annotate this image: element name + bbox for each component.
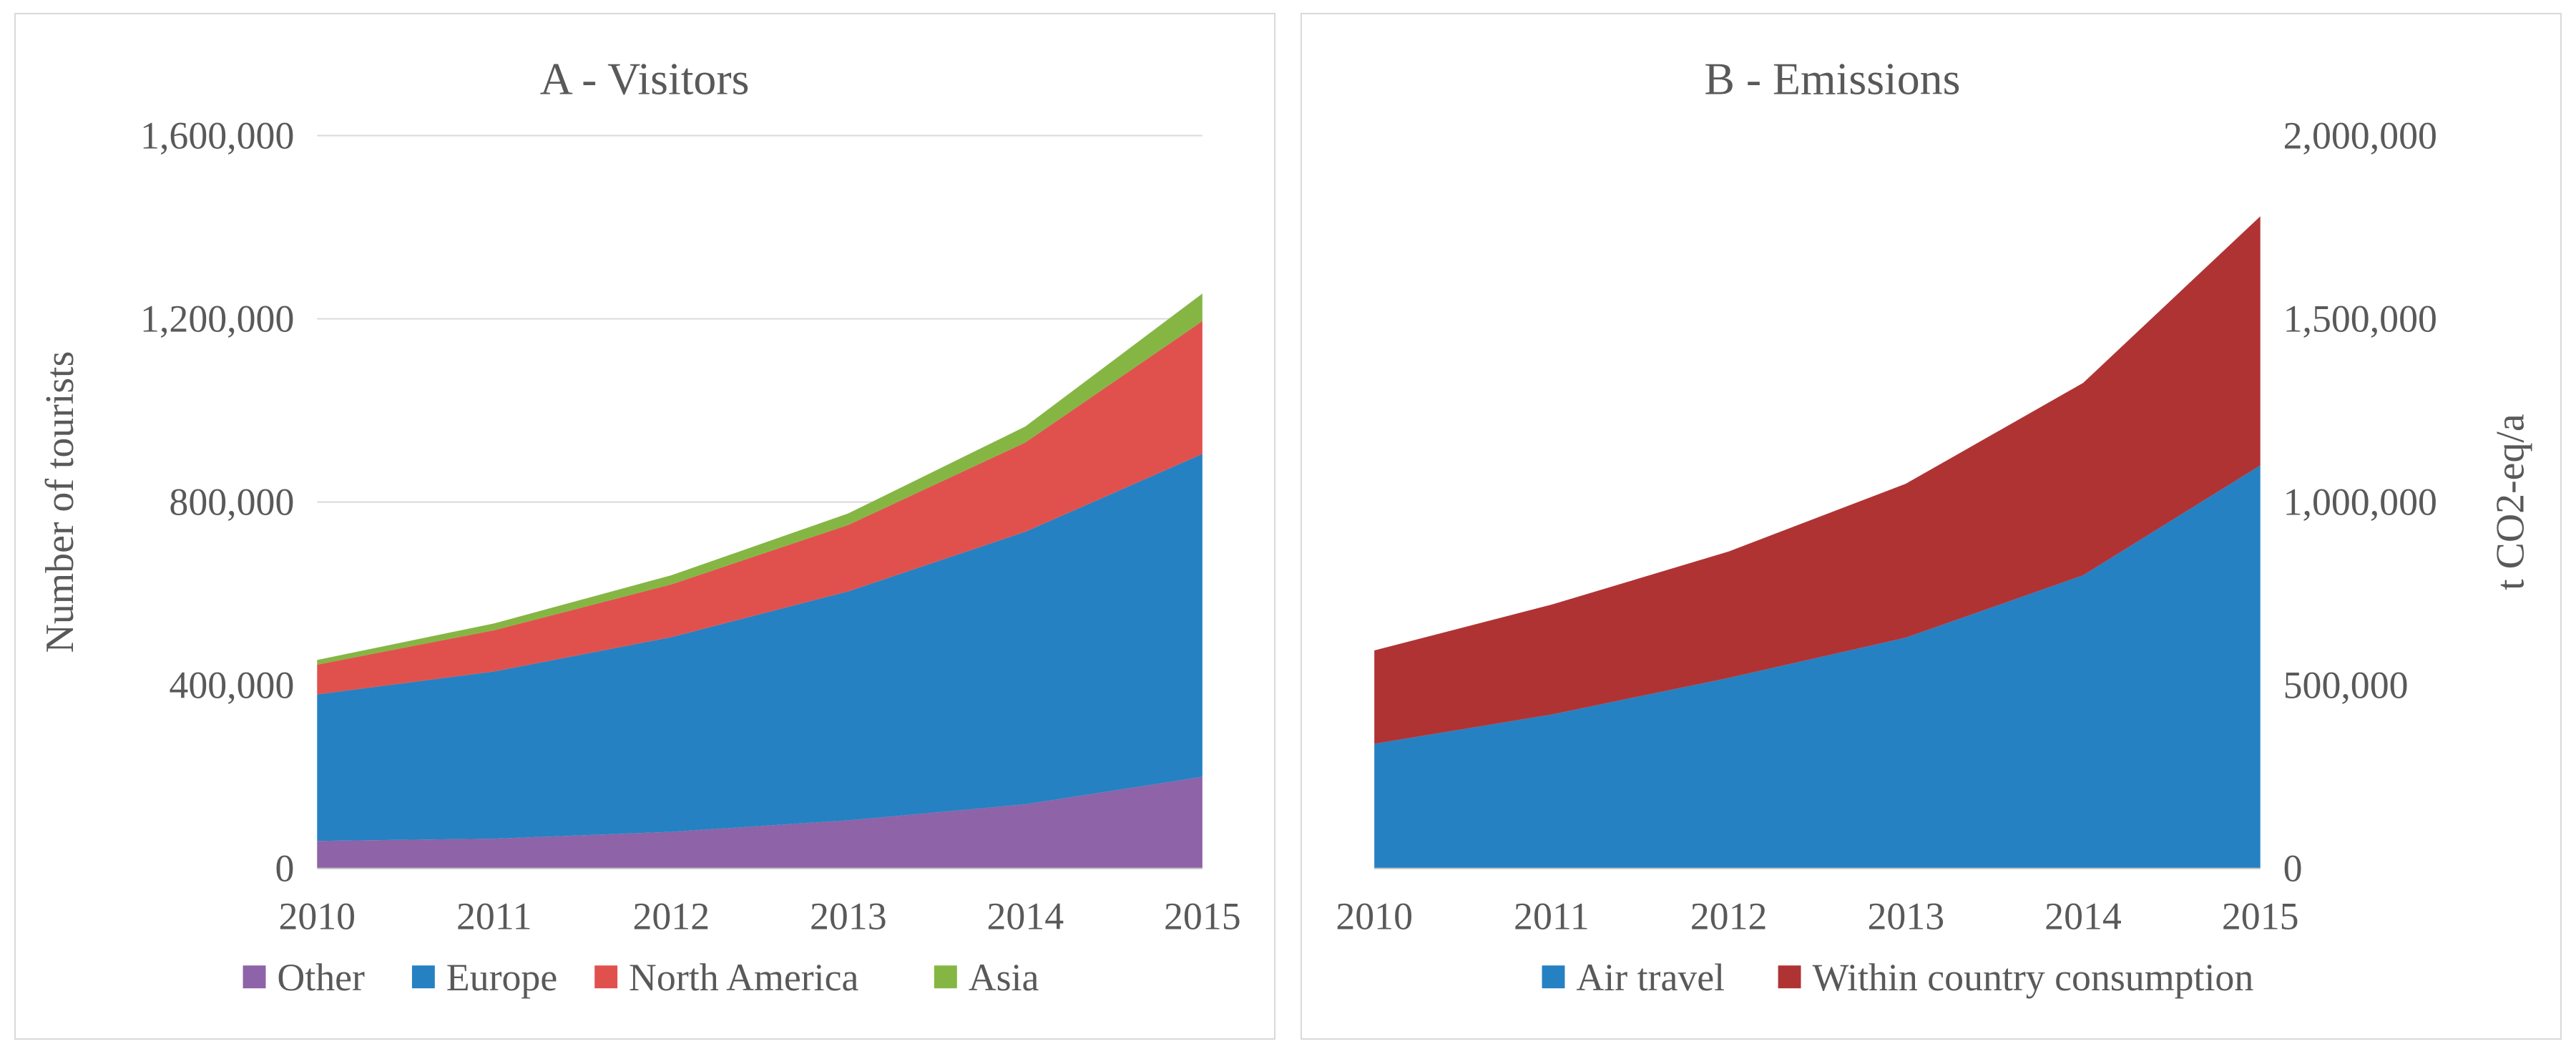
visitors-x-tick-label: 2015 <box>1164 894 1241 937</box>
visitors-legend-label: Other <box>277 956 365 999</box>
visitors-area-north-america <box>317 321 1203 695</box>
visitors-legend-swatch <box>594 965 618 989</box>
visitors-legend-label: North America <box>629 956 858 999</box>
emissions-y-tick-label: 500,000 <box>2283 664 2409 707</box>
visitors-area-europe <box>317 454 1203 841</box>
emissions-y-tick-label: 2,000,000 <box>2283 114 2437 157</box>
emissions-y-tick-label: 1,500,000 <box>2283 298 2437 341</box>
visitors-legend-swatch <box>243 965 266 989</box>
visitors-y-axis-title: Number of tourists <box>38 351 82 653</box>
emissions-legend-swatch <box>1542 965 1565 989</box>
emissions-chart-panel: B - Emissions 2010 2011 2012 2013 2014 2015 0 50… <box>1301 13 2562 1040</box>
visitors-legend-label: Europe <box>446 956 557 999</box>
emissions-x-tick-label: 2011 <box>1514 894 1590 937</box>
emissions-legend-label: Within country consumption <box>1812 956 2253 999</box>
visitors-x-tick-label: 2012 <box>632 894 710 937</box>
emissions-legend-label: Air travel <box>1576 956 1725 999</box>
emissions-x-tick-label: 2010 <box>1336 894 1413 937</box>
emissions-y-axis-title: t CO2-eq/a <box>2489 414 2533 590</box>
visitors-y-tick-label: 800,000 <box>169 481 294 524</box>
visitors-area-other <box>317 776 1203 869</box>
visitors-chart-title: A - Visitors <box>540 54 750 104</box>
visitors-legend-swatch <box>411 965 435 989</box>
emissions-area-within-country-consumption <box>1374 216 2261 744</box>
visitors-x-tick-label: 2013 <box>810 894 887 937</box>
visitors-y-tick-label: 1,200,000 <box>140 298 294 341</box>
emissions-x-tick-label: 2015 <box>2222 894 2299 937</box>
visitors-y-tick-label: 0 <box>275 847 294 890</box>
visitors-y-tick-label: 400,000 <box>169 664 294 707</box>
visitors-legend-label: Asia <box>969 956 1039 999</box>
visitors-chart-panel: A - Visitors 2010 2011 2012 2013 2014 2015 0 400… <box>14 13 1275 1040</box>
visitors-x-tick-label: 2011 <box>456 894 532 937</box>
emissions-chart-title: B - Emissions <box>1704 54 1960 104</box>
emissions-y-tick-label: 1,000,000 <box>2283 481 2437 524</box>
emissions-x-tick-label: 2012 <box>1690 894 1768 937</box>
emissions-legend-swatch <box>1778 965 1801 989</box>
visitors-chart: A - Visitors 2010 2011 2012 2013 2014 2015 0 400… <box>38 54 1241 999</box>
emissions-x-tick-label: 2014 <box>2044 894 2122 937</box>
visitors-x-tick-label: 2010 <box>278 894 356 937</box>
emissions-x-tick-label: 2013 <box>1867 894 1944 937</box>
visitors-legend-swatch <box>934 965 957 989</box>
visitors-y-tick-label: 1,600,000 <box>140 114 294 157</box>
visitors-x-tick-label: 2014 <box>986 894 1064 937</box>
emissions-area-air-travel <box>1374 465 2261 869</box>
emissions-y-tick-label: 0 <box>2283 847 2303 890</box>
